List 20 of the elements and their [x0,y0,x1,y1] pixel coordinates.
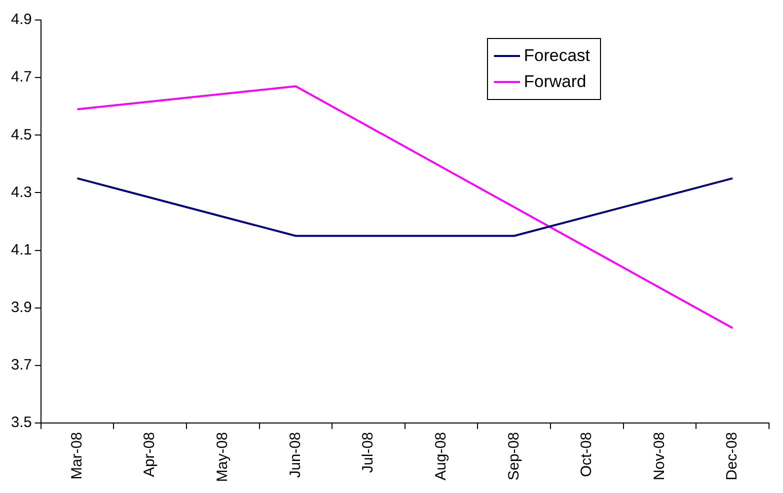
x-tick-label: Sep-08 [505,432,522,480]
x-tick-label: Mar-08 [68,432,86,480]
legend-label: Forecast [524,45,590,67]
x-tick-label: Jul-08 [360,432,377,473]
x-tick-label: Jun-08 [286,432,304,478]
y-tick-label: 4.1 [10,241,32,258]
x-tick-label: Apr-08 [141,432,158,478]
legend-label: Forward [524,71,586,93]
x-tick-label: Dec-08 [724,432,741,480]
y-tick-label: 4.5 [10,126,32,144]
x-tick-label: Oct-08 [578,432,596,477]
x-tick-label: Aug-08 [432,432,450,480]
y-tick-label: 4.3 [10,184,32,201]
y-tick-label: 3.9 [10,298,32,316]
y-tick-label: 3.7 [10,356,32,374]
y-tick-label: 4.7 [10,68,32,86]
x-tick-label: May-08 [214,432,232,482]
y-tick-label: 4.9 [10,11,32,28]
y-tick-label: 3.5 [10,414,32,432]
x-tick-label: Nov-08 [650,432,668,480]
